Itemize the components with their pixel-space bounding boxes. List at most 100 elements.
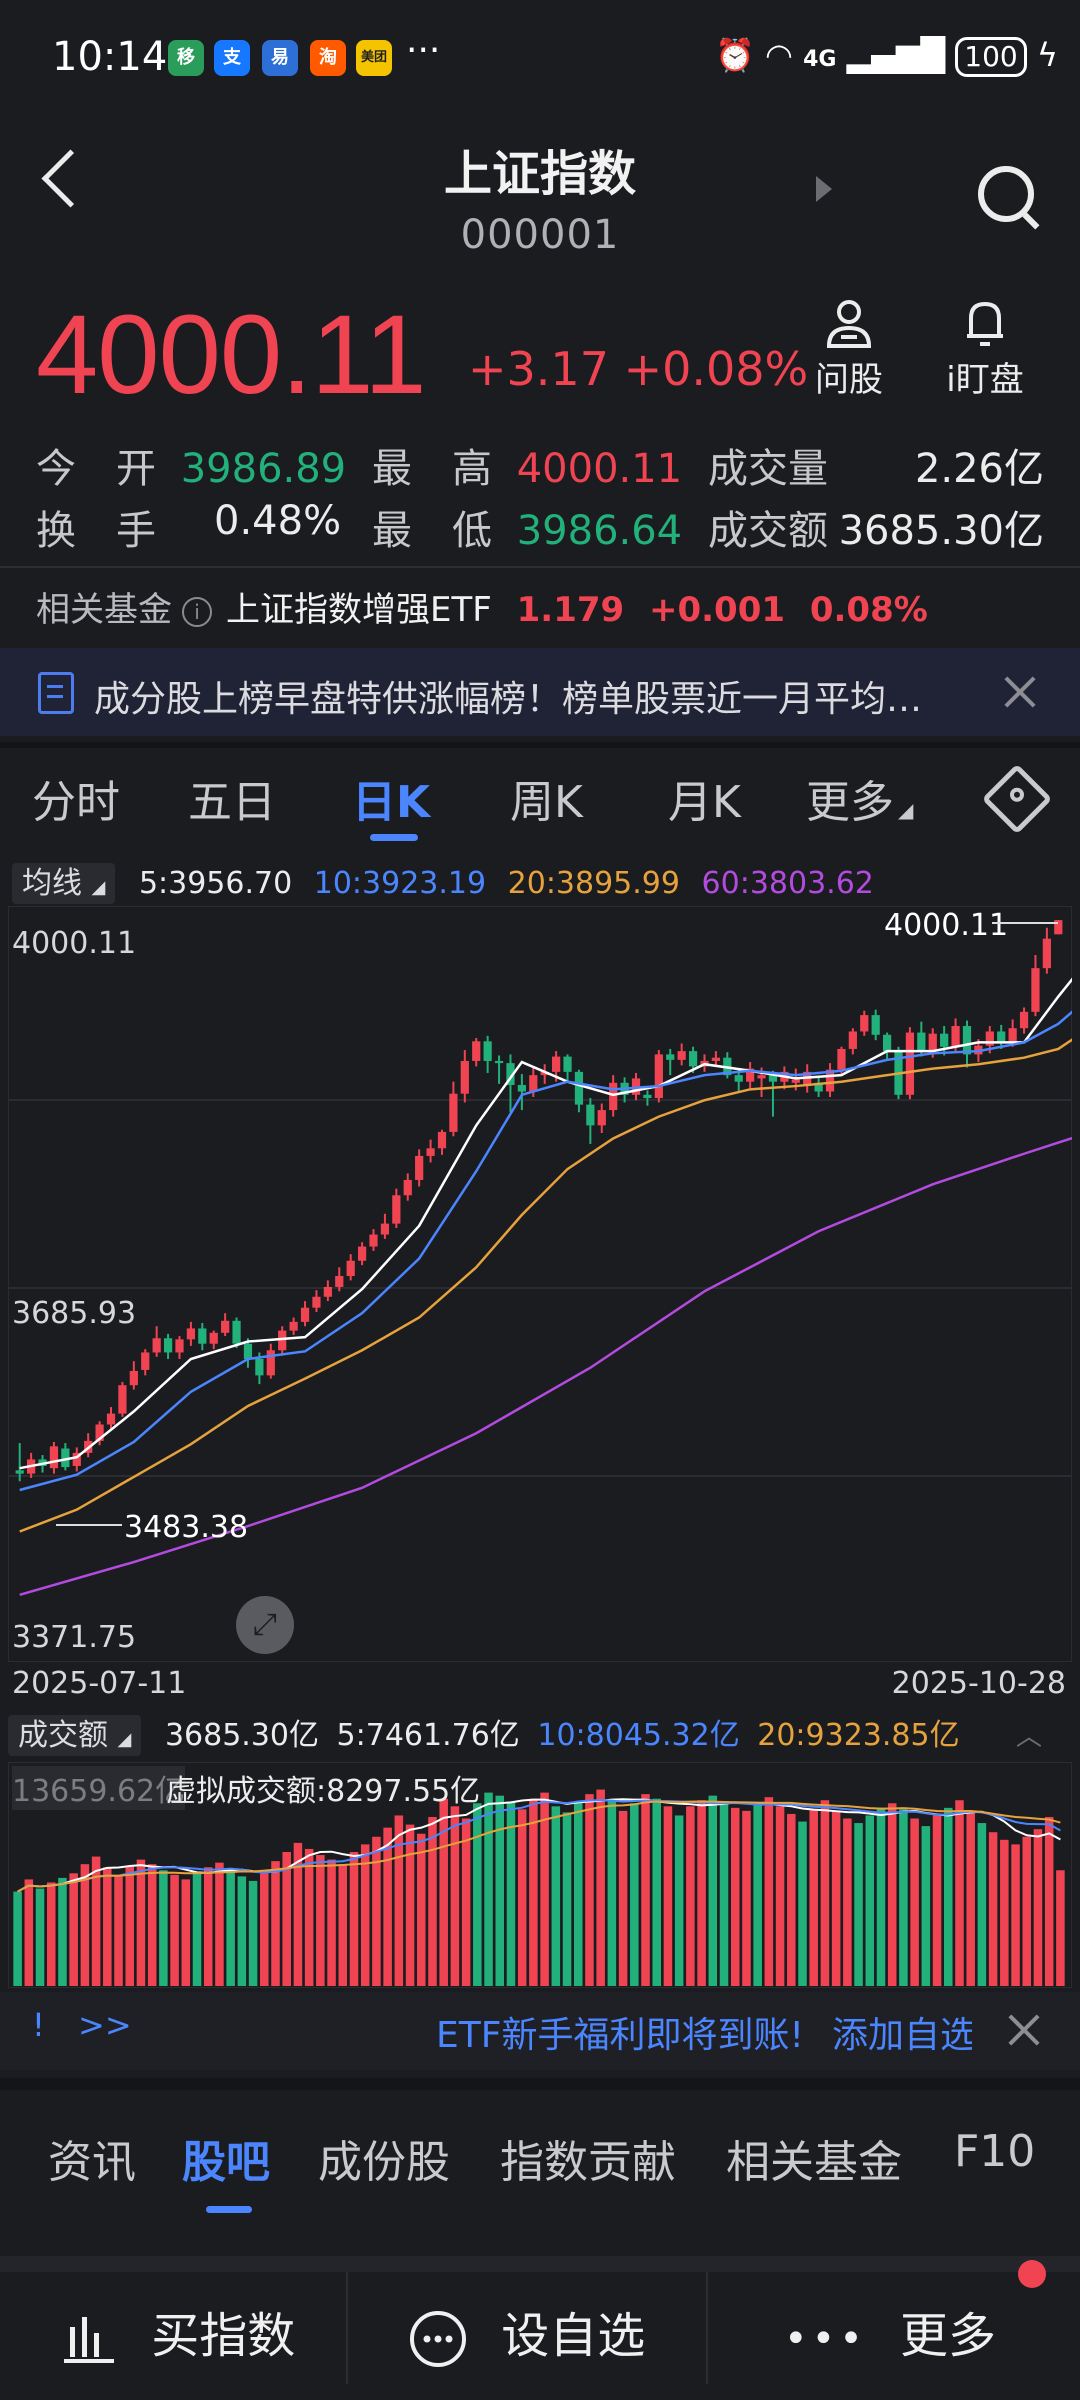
related-fund-row[interactable]: 相关基金 i 上证指数增强ETF 1.179 +0.001 0.08% bbox=[36, 590, 928, 630]
candle-body bbox=[586, 1104, 595, 1126]
tab-monthly-k[interactable]: 月K bbox=[668, 777, 741, 828]
collapse-icon[interactable]: ︿ bbox=[1016, 1722, 1043, 1752]
close-icon[interactable] bbox=[1006, 2012, 1042, 2048]
more-dots-icon: ••• bbox=[784, 2316, 867, 2362]
add-watchlist-button[interactable]: 设自选 bbox=[408, 2296, 645, 2369]
tab-weekly-k[interactable]: 周K bbox=[510, 777, 583, 828]
x-label-start: 2025-07-11 bbox=[12, 1666, 187, 1701]
network-label: 4G bbox=[803, 47, 837, 72]
candle-body bbox=[152, 1338, 161, 1353]
volume-bar bbox=[787, 1813, 796, 1986]
candle-body bbox=[1019, 1011, 1029, 1029]
ma-selector[interactable]: 均线 ◢ bbox=[12, 863, 116, 904]
bottom-action-bar bbox=[0, 2256, 1080, 2400]
current-price: 4000.11 bbox=[36, 292, 427, 417]
volume-bar bbox=[854, 1823, 863, 1986]
status-right: ⏰ ◠ 4G ▂▄▆█ 100 ϟ bbox=[715, 36, 1058, 77]
search-icon[interactable] bbox=[978, 166, 1034, 222]
fund-price: 1.179 bbox=[516, 590, 625, 630]
candle-body bbox=[289, 1321, 298, 1331]
tab-more[interactable]: 更多 ◢ bbox=[806, 777, 914, 828]
wifi-icon: ◠ bbox=[765, 36, 793, 74]
candle-body bbox=[837, 1048, 846, 1070]
promo-text[interactable]: ETF新手福利即将到账! bbox=[436, 2015, 804, 2056]
volume-bar bbox=[159, 1870, 168, 1986]
news-text[interactable]: 成分股上榜早盘特供涨幅榜！榜单股票近一月平均… bbox=[94, 679, 923, 720]
volume-bar bbox=[226, 1868, 235, 1986]
fullscreen-icon[interactable]: ⤢ bbox=[236, 1596, 294, 1654]
fund-change: +0.001 bbox=[648, 590, 786, 630]
tab-constituents[interactable]: 成份股 bbox=[318, 2137, 450, 2188]
kline-chart[interactable] bbox=[8, 906, 1072, 1662]
tab-forum[interactable]: 股吧 bbox=[182, 2137, 270, 2188]
promo-arrows[interactable]: >> bbox=[78, 2006, 132, 2044]
tab-f10[interactable]: F10 bbox=[954, 2126, 1036, 2177]
low-marker-line bbox=[56, 1524, 122, 1526]
candle-body bbox=[460, 1060, 469, 1094]
candle-body bbox=[666, 1054, 675, 1060]
candle-body bbox=[1054, 920, 1063, 935]
settings-icon[interactable] bbox=[981, 763, 1053, 835]
candle-body bbox=[95, 1424, 104, 1441]
low-marker-label: 3483.38 bbox=[124, 1510, 249, 1545]
volume-bar bbox=[562, 1812, 572, 1986]
candle-body bbox=[848, 1031, 857, 1049]
volume-ma5: 5:7461.76亿 bbox=[336, 1718, 520, 1753]
info-icon[interactable]: i bbox=[182, 596, 212, 627]
dropdown-icon: ◢ bbox=[898, 798, 914, 822]
promo-banner[interactable] bbox=[0, 1992, 1080, 2070]
y-label-mid: 3685.93 bbox=[12, 1296, 137, 1331]
watch-button[interactable]: i盯盘 bbox=[930, 296, 1040, 401]
buy-index-button[interactable]: 买指数 bbox=[62, 2296, 295, 2366]
volume-chart[interactable] bbox=[8, 1762, 1072, 1988]
tab-daily-k[interactable]: 日K bbox=[352, 777, 431, 828]
more-button[interactable]: ••• 更多 bbox=[784, 2308, 997, 2364]
candle-body bbox=[1042, 938, 1051, 969]
news-banner[interactable] bbox=[0, 648, 1080, 736]
close-icon[interactable] bbox=[1002, 674, 1038, 710]
candle-body bbox=[757, 1075, 766, 1079]
volume-bar bbox=[203, 1867, 213, 1986]
volume-bar bbox=[899, 1809, 908, 1986]
candle-body bbox=[255, 1358, 264, 1376]
volume-selector[interactable]: 成交额 ◢ bbox=[8, 1715, 142, 1756]
divider bbox=[706, 2272, 708, 2384]
candle-body bbox=[369, 1234, 378, 1247]
candle-body bbox=[357, 1246, 367, 1261]
candle-body bbox=[962, 1026, 972, 1055]
ma5-value: 5:3956.70 bbox=[138, 866, 293, 901]
candle-body bbox=[494, 1060, 504, 1064]
volume-bar bbox=[103, 1867, 112, 1986]
volume-bar bbox=[742, 1810, 751, 1986]
candle-body bbox=[928, 1033, 937, 1052]
volume-bar bbox=[91, 1856, 101, 1986]
tab-five-day[interactable]: 五日 bbox=[188, 777, 276, 828]
bell-icon bbox=[930, 296, 1040, 352]
volume-bar bbox=[484, 1792, 493, 1986]
next-stock-icon[interactable] bbox=[816, 176, 832, 202]
candle-body bbox=[472, 1041, 481, 1061]
tab-intraday[interactable]: 分时 bbox=[32, 777, 120, 828]
volume-bar bbox=[652, 1798, 661, 1986]
candle-body bbox=[175, 1339, 184, 1353]
candle-body bbox=[61, 1448, 70, 1468]
tab-index-contribution[interactable]: 指数贡献 bbox=[500, 2137, 676, 2188]
volume-ma5-line bbox=[17, 1798, 1061, 1893]
tab-related-funds[interactable]: 相关基金 bbox=[726, 2137, 902, 2188]
volume-bar bbox=[730, 1807, 740, 1986]
tab-news[interactable]: 资讯 bbox=[48, 2137, 136, 2188]
candle-body bbox=[278, 1330, 287, 1351]
volume-ma20-line bbox=[17, 1800, 1061, 1893]
ask-stock-button[interactable]: 问股 bbox=[794, 296, 904, 401]
volume-bar bbox=[719, 1801, 729, 1986]
y-label-high: 4000.11 bbox=[12, 926, 137, 961]
candle-body bbox=[643, 1094, 652, 1099]
volume-bar bbox=[551, 1806, 561, 1986]
volume-bar bbox=[327, 1859, 336, 1986]
mobile-icon: 移 bbox=[168, 40, 204, 76]
volume-bar bbox=[136, 1859, 146, 1986]
candle-body bbox=[483, 1041, 492, 1061]
promo-add-watchlist-link[interactable]: 添加自选 bbox=[832, 2015, 972, 2056]
promo-prefix: ! bbox=[32, 2006, 45, 2044]
volume-bar bbox=[439, 1798, 448, 1986]
